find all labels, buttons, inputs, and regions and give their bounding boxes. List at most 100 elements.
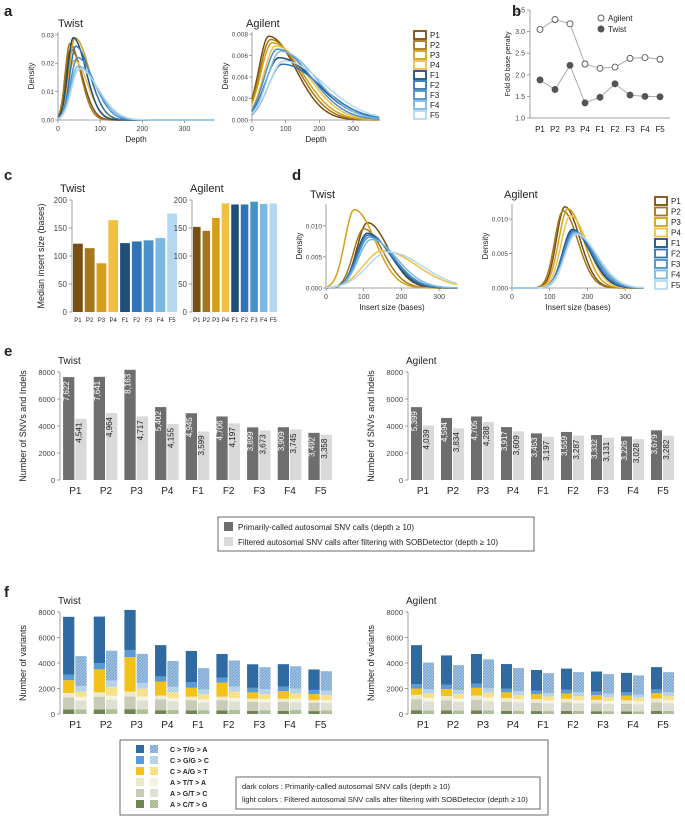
- e-twist-bar-label: 7,641: [93, 380, 102, 401]
- a-twist-x-tick-label: 200: [136, 126, 148, 133]
- f-twist-bar-f2-dark-seg2: [216, 696, 228, 701]
- e-agilent-bar-p1-filtered: [423, 425, 434, 480]
- f-twist-bar-p3-light-seg4: [136, 683, 148, 689]
- f-agilent-bar-f5-dark-seg3: [651, 693, 662, 699]
- b-point-twist: [581, 99, 589, 107]
- f-agilent-bar-f5-dark-seg0: [651, 710, 662, 714]
- f-agilent-title: Agilent: [406, 596, 437, 607]
- f-twist-bar-p1-light-seg3: [75, 691, 87, 697]
- f-twist-bar-f1-dark-seg2: [185, 696, 197, 701]
- c-agilent-y-tick-label: 150: [174, 224, 188, 233]
- f-twist-bar-p3-light-seg3: [136, 688, 148, 697]
- f-legend-swatch-light: [150, 800, 158, 808]
- e-agilent-bar-label: 4,594: [440, 421, 449, 442]
- e-twist-bar-label: 4,541: [74, 422, 83, 443]
- f-twist-x-tick-label: P3: [131, 720, 144, 731]
- c-agilent-y-tick-label: 0: [183, 308, 188, 317]
- f-agilent-bar-f2-dark-seg1: [561, 702, 572, 711]
- b-x-tick-label: F3: [625, 125, 635, 134]
- e-twist-bar-label: 4,706: [216, 420, 225, 441]
- e-twist-x-tick-label: P3: [131, 486, 144, 497]
- f-twist-bar-f1-light-seg3: [198, 694, 210, 700]
- b-point-twist: [656, 93, 664, 101]
- b-y-tick-label: 2.5: [515, 51, 525, 58]
- d-twist-x-label: Insert size (bases): [359, 303, 425, 312]
- f-twist-bar-f3-light-seg4: [259, 689, 271, 695]
- f-twist-bar-p4-light-seg3: [167, 692, 179, 698]
- f-twist-bar-p1-dark-seg4: [63, 674, 75, 681]
- e-twist-bar-label: 4,717: [136, 420, 145, 441]
- e-twist-bar-label: 3,492: [308, 436, 317, 457]
- a-legend-label-p2: P2: [430, 41, 440, 50]
- f-legend-swatch-dark: [136, 745, 144, 753]
- f-agilent-bar-f2-light-seg0: [573, 710, 584, 714]
- e-agilent-x-tick-label: F3: [597, 486, 609, 497]
- f-twist-bar-p4-light-seg2: [167, 697, 179, 702]
- d-agilent-title: Agilent: [504, 189, 538, 201]
- e-agilent-bar-f1-called: [531, 433, 542, 480]
- e-twist-bar-label: 3,909: [277, 431, 286, 452]
- b-point-agilent: [581, 60, 589, 68]
- f-twist-x-tick-label: F5: [315, 720, 327, 731]
- b-point-agilent: [596, 64, 604, 72]
- c-agilent-y-tick-label: 100: [174, 252, 188, 261]
- f-agilent-bar-p2-dark-seg2: [441, 696, 452, 701]
- d-agilent-curve-p4: [512, 214, 644, 289]
- f-agilent-bar-p4-dark-seg2: [501, 698, 512, 702]
- d-legend-label-f2: F2: [671, 250, 681, 259]
- f-agilent-bar-p1-dark-seg2: [411, 694, 422, 700]
- f-agilent-bar-f1-light-seg3: [543, 696, 554, 701]
- e-twist-x-tick-label: P2: [100, 486, 113, 497]
- d-twist-y-label: Density: [295, 233, 304, 260]
- f-legend-swatch-light: [150, 789, 158, 797]
- f-agilent-bar-f3-dark-seg3: [591, 695, 602, 700]
- e-twist-bar-p1-called: [63, 377, 75, 480]
- e-agilent-bar-p1-called: [411, 407, 422, 480]
- f-agilent-bar-f4-dark-seg0: [621, 711, 632, 714]
- a-legend-swatch-f5: [413, 110, 427, 120]
- f-legend-label: A > G/T > C: [170, 791, 207, 798]
- a-agilent-x-label: Depth: [305, 135, 326, 144]
- b-point-agilent: [536, 25, 544, 33]
- c-twist-x-tick-label: F3: [145, 318, 153, 324]
- a-legend-label-f2: F2: [430, 81, 440, 90]
- d-twist-y-tick-label: 0.000: [306, 286, 323, 293]
- panel-letter: a: [4, 3, 13, 20]
- e-twist-bar-p4-filtered: [167, 423, 179, 480]
- e-agilent-x-tick-label: P4: [507, 486, 520, 497]
- f-twist-bar-f2-light-seg5: [228, 660, 240, 687]
- f-agilent-bar-p3-dark-seg1: [471, 699, 482, 711]
- e-twist-title: Twist: [58, 356, 81, 367]
- e-twist-y-tick-label: 0: [51, 476, 55, 485]
- d-twist-x-tick-label: 0: [324, 294, 328, 301]
- f-twist-bar-p4-light-seg4: [167, 686, 179, 693]
- c-twist-bar-f2: [131, 241, 142, 312]
- c-twist-bar-f5: [167, 213, 177, 312]
- d-legend-label-f4: F4: [671, 271, 681, 280]
- f-twist-bar-p2-light-seg0: [106, 709, 118, 714]
- f-twist-bar-f5-light-seg2: [320, 699, 332, 704]
- f-twist-bar-f3-light-seg1: [259, 702, 271, 711]
- f-legend-label: C > A/G > T: [170, 769, 208, 776]
- f-agilent-bar-f2-dark-seg4: [561, 689, 572, 694]
- f-twist-x-tick-label: F3: [253, 720, 265, 731]
- c-twist-x-tick-label: F1: [121, 318, 129, 324]
- f-agilent-x-tick-label: P4: [507, 720, 520, 731]
- f-twist-bar-p3-light-seg0: [136, 709, 148, 714]
- a-twist-title: Twist: [58, 18, 83, 30]
- f-twist-bar-p3-light-seg1: [136, 700, 148, 710]
- f-agilent-bar-f4-light-seg3: [633, 697, 644, 702]
- b-x-tick-label: P4: [580, 125, 590, 134]
- f-agilent-bar-f2-light-seg1: [573, 703, 584, 711]
- e-twist-bar-label: 4,945: [185, 417, 194, 438]
- e-twist-bar-f5-called: [308, 432, 320, 480]
- c-twist-bar-p2: [84, 248, 95, 312]
- f-agilent-bar-f2-dark-seg5: [561, 668, 572, 690]
- c-agilent-y-tick-label: 200: [174, 196, 188, 205]
- a-agilent-title: Agilent: [246, 18, 280, 30]
- b-point-twist: [626, 91, 634, 99]
- f-twist-x-tick-label: P4: [161, 720, 174, 731]
- d-twist-x-tick-label: 100: [358, 294, 370, 301]
- f-agilent-bar-p2-light-seg0: [453, 710, 464, 714]
- f-twist-bar-p3-dark-seg0: [124, 709, 136, 714]
